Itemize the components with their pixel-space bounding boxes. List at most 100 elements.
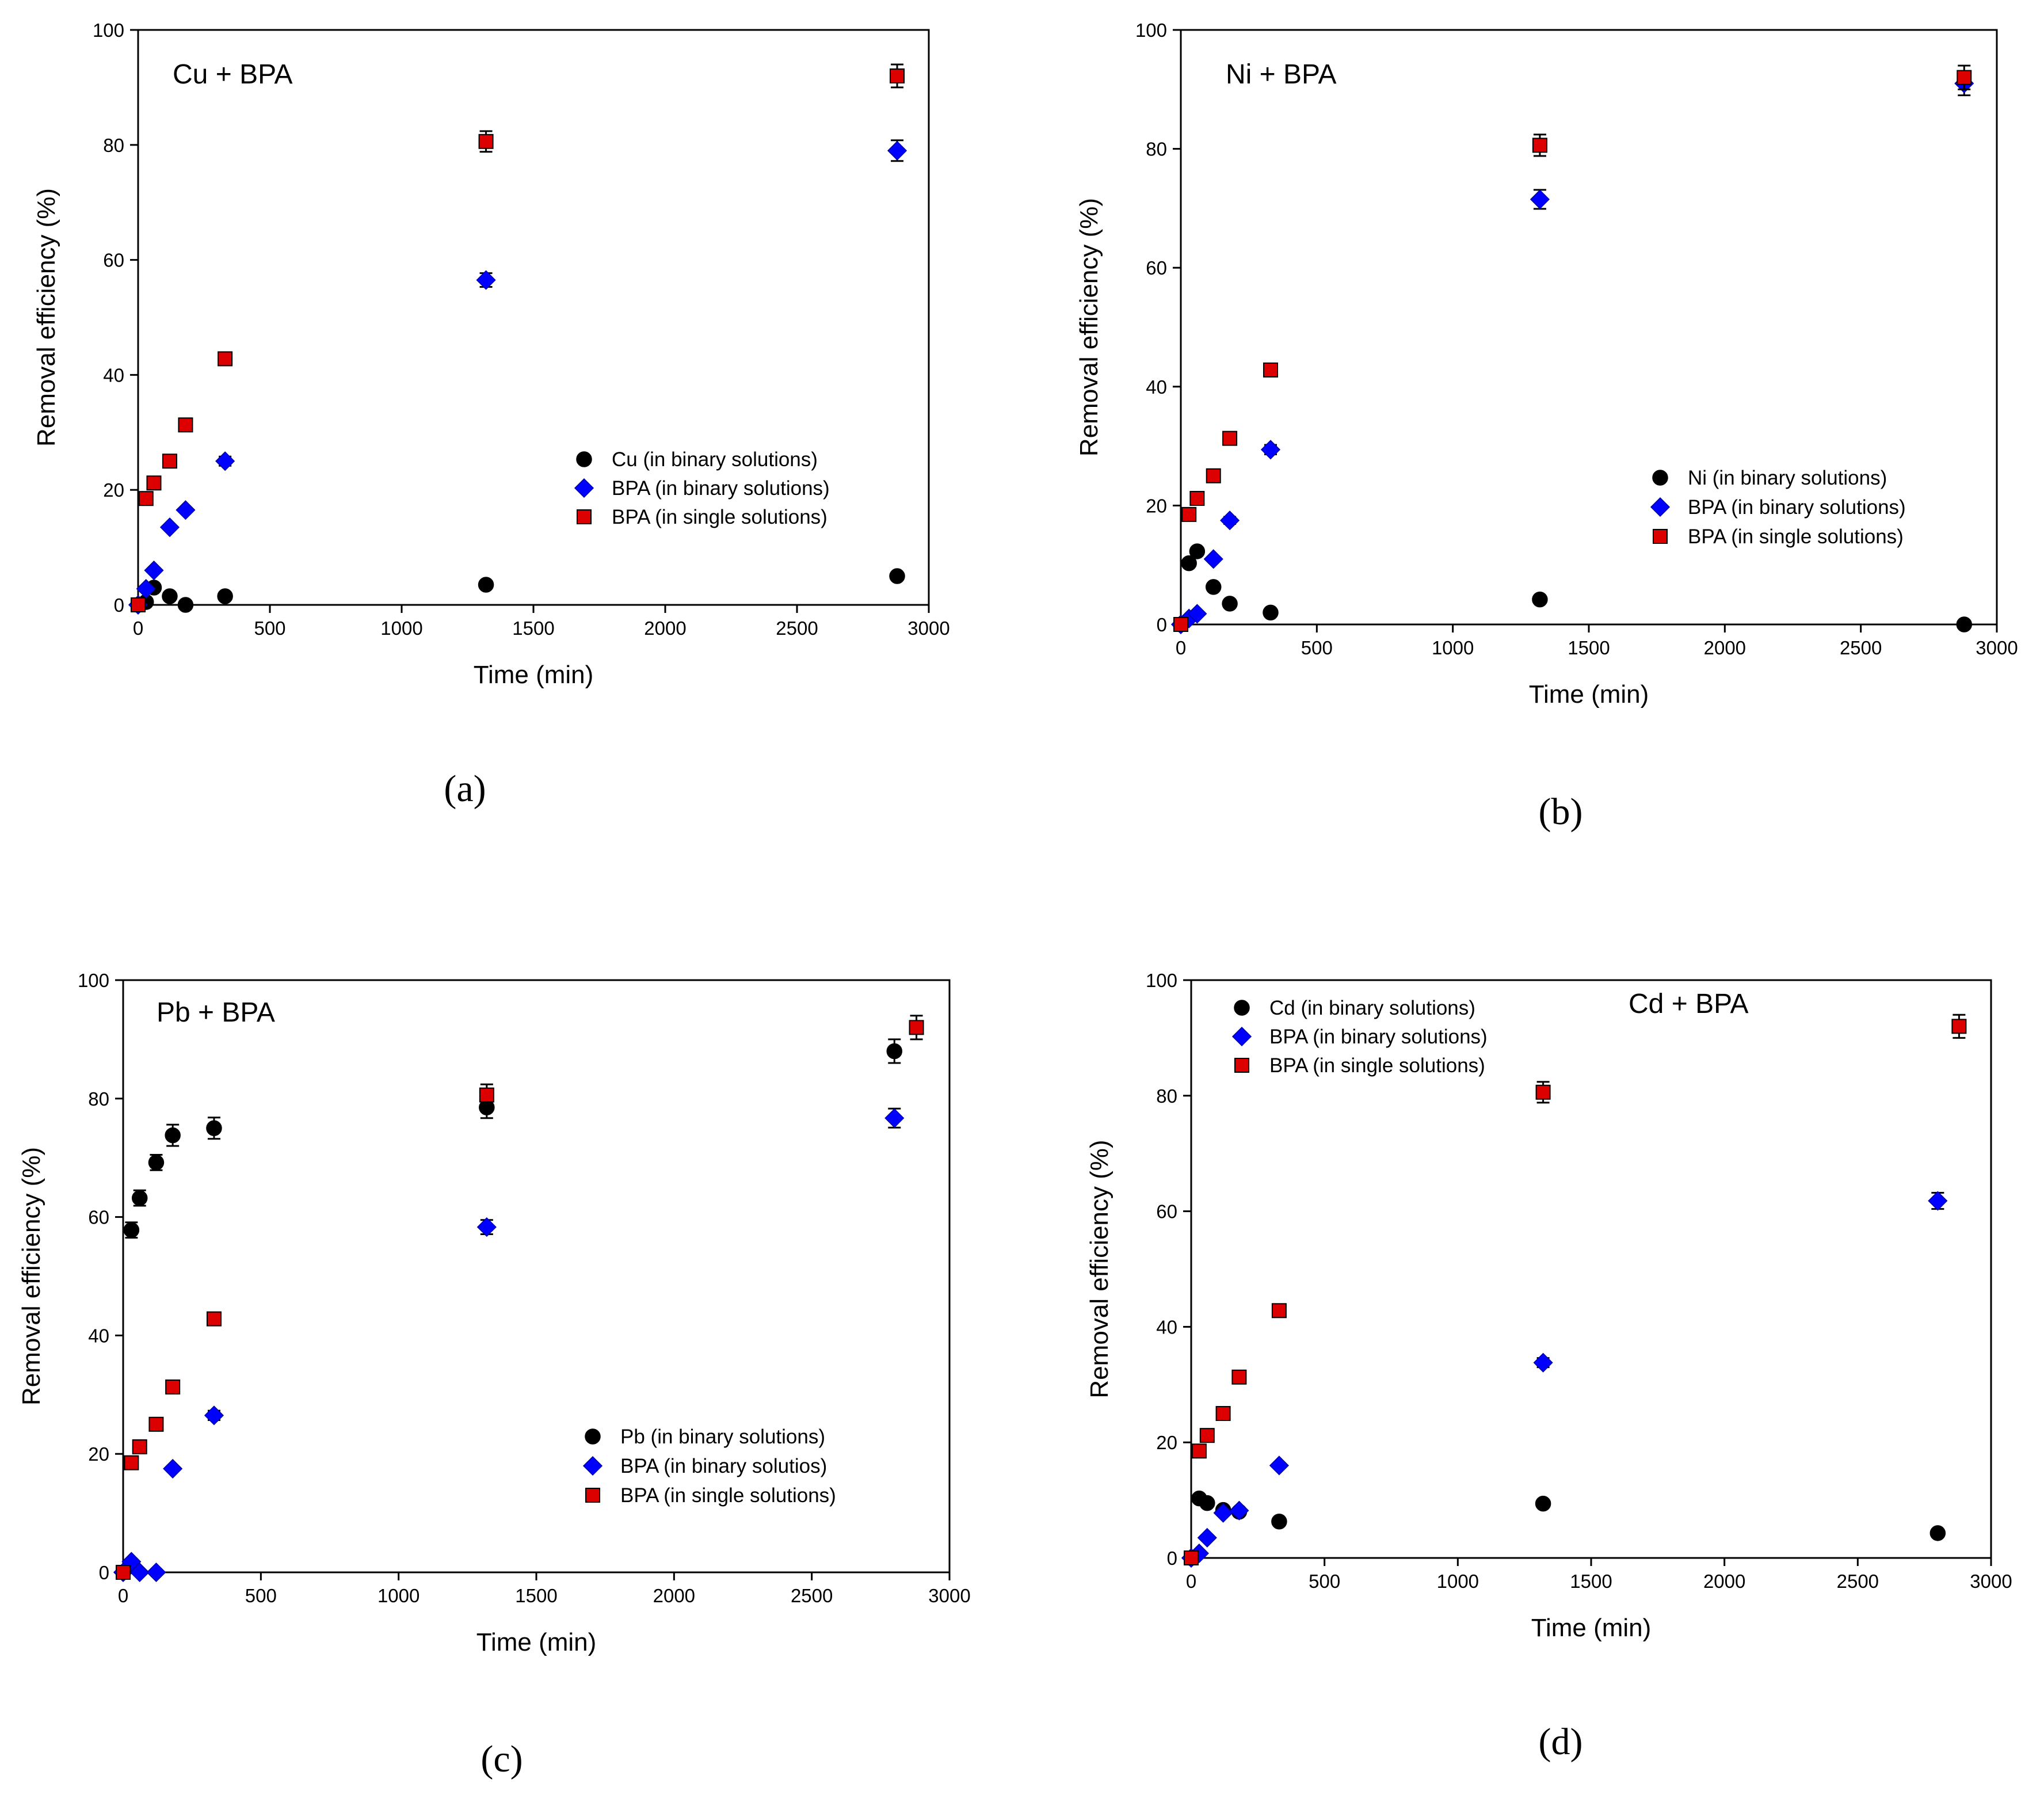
data-point-diamond — [146, 1562, 166, 1583]
data-point-square — [1191, 1443, 1207, 1459]
data-point-diamond — [476, 1217, 497, 1237]
x-tick-label: 3000 — [1976, 637, 2018, 658]
data-point-square — [1184, 1550, 1199, 1565]
x-tick-label: 1000 — [1432, 637, 1474, 658]
panel-label: (c) — [481, 1738, 523, 1780]
data-point-diamond — [1928, 1191, 1948, 1211]
data-point-square — [131, 597, 146, 612]
x-tick-label: 3000 — [928, 1585, 970, 1606]
chart-panel-0: 0 500 1000 1500 2000 2500 3000 0 20 40 60 80 100 Time… — [32, 20, 950, 810]
y-tick-label: 100 — [1146, 970, 1177, 991]
y-tick-label: 100 — [1135, 20, 1167, 41]
data-point-diamond — [1213, 1503, 1233, 1523]
data-point-circle — [889, 568, 905, 584]
data-point-diamond — [144, 560, 164, 581]
legend-marker-circle — [585, 1428, 601, 1445]
data-point-square — [1173, 617, 1188, 632]
data-point-diamond — [163, 1458, 183, 1479]
x-tick-label: 0 — [118, 1585, 128, 1606]
data-point-circle — [1181, 555, 1197, 571]
y-tick-label: 60 — [88, 1207, 109, 1228]
data-point-circle — [886, 1043, 903, 1060]
legend-marker-diamond — [582, 1456, 603, 1476]
legend-marker-diamond — [1231, 1026, 1252, 1047]
data-point-square — [890, 68, 905, 83]
y-axis-title: Removal efficiency (%) — [1075, 198, 1103, 456]
y-tick-label: 80 — [103, 135, 124, 156]
data-point-square — [162, 454, 177, 469]
data-point-circle — [1532, 591, 1548, 608]
x-axis-title: Time (min) — [1531, 1614, 1652, 1642]
x-tick-label: 0 — [1176, 637, 1186, 658]
data-point-diamond — [1220, 510, 1240, 531]
data-point-square — [1231, 1369, 1247, 1385]
data-point-square — [1222, 430, 1238, 446]
panel-title: Ni + BPA — [1226, 59, 1337, 90]
x-tick-label: 1000 — [380, 618, 422, 639]
x-tick-label: 0 — [1186, 1571, 1196, 1592]
data-point-diamond — [1530, 189, 1550, 209]
data-point-diamond — [1187, 604, 1207, 624]
y-tick-label: 20 — [103, 479, 124, 501]
y-tick-label: 80 — [1156, 1085, 1177, 1107]
legend-label: BPA (in single solutions) — [612, 506, 827, 528]
chart-panel-3: 0 500 1000 1500 2000 2500 3000 0 20 40 60 80 100 Time… — [1085, 970, 2012, 1763]
panel-title: Cu + BPA — [173, 59, 293, 90]
chart-panel-2: 0 500 1000 1500 2000 2500 3000 0 20 40 60 80 100 Time… — [17, 970, 971, 1780]
series-diamond — [128, 139, 907, 615]
panel-label: (a) — [444, 768, 486, 810]
x-tick-label: 2000 — [653, 1585, 695, 1606]
data-point-square — [124, 1455, 139, 1470]
data-point-diamond — [887, 140, 907, 161]
data-point-square — [116, 1565, 131, 1580]
data-point-square — [1181, 506, 1197, 522]
panel-label: (d) — [1539, 1721, 1583, 1763]
x-axis-title: Time (min) — [476, 1628, 597, 1656]
x-tick-label: 2000 — [1704, 637, 1746, 658]
x-tick-label: 3000 — [1970, 1571, 2012, 1592]
legend-label: BPA (in single solutions) — [620, 1484, 836, 1507]
x-tick-label: 1000 — [377, 1585, 420, 1606]
x-tick-label: 2000 — [644, 618, 686, 639]
data-point-diamond — [215, 451, 235, 471]
data-point-square — [132, 1439, 147, 1454]
data-point-diamond — [1533, 1352, 1553, 1373]
chart-panel-1: 0 500 1000 1500 2000 2500 3000 0 20 40 60 80 100 Time… — [1075, 20, 2018, 833]
legend: Pb (in binary solutions) BPA (in binary s… — [582, 1426, 836, 1507]
plot-frame — [122, 979, 951, 1573]
legend-marker-square — [585, 1488, 600, 1503]
y-tick-label: 60 — [1146, 257, 1167, 279]
series-circle — [1183, 1490, 1946, 1566]
x-tick-label: 500 — [254, 618, 285, 639]
legend-label: BPA (in single solutions) — [1269, 1054, 1485, 1077]
data-point-circle — [165, 1127, 181, 1144]
data-point-diamond — [1229, 1500, 1249, 1521]
data-point-circle — [478, 577, 494, 593]
data-point-square — [218, 351, 233, 367]
data-point-square — [206, 1311, 222, 1327]
series-diamond — [1170, 70, 1974, 635]
y-axis-title: Removal efficiency (%) — [32, 188, 60, 447]
data-point-circle — [1199, 1495, 1215, 1511]
data-point-circle — [217, 588, 233, 604]
data-point-diamond — [1260, 440, 1281, 460]
panel-title: Cd + BPA — [1629, 989, 1749, 1019]
legend-marker-diamond — [574, 478, 594, 498]
legend-label: BPA (in single solutions) — [1688, 525, 1904, 548]
x-tick-label: 2500 — [1840, 637, 1882, 658]
data-point-square — [1206, 468, 1221, 483]
series-square — [1184, 1014, 1967, 1565]
data-point-circle — [1189, 543, 1206, 559]
y-tick-label: 80 — [88, 1088, 109, 1110]
data-point-circle — [162, 588, 178, 604]
data-point-diamond — [159, 517, 180, 538]
legend-label: Cu (in binary solutions) — [612, 448, 818, 471]
x-tick-label: 500 — [1301, 637, 1333, 658]
y-tick-label: 20 — [1156, 1432, 1177, 1453]
series-diamond — [1181, 1191, 1948, 1568]
y-axis-title: Removal efficiency (%) — [1085, 1140, 1113, 1398]
legend: Cd (in binary solutions) BPA (in binary s… — [1231, 997, 1488, 1077]
legend-label: BPA (in binary solutions) — [1688, 496, 1906, 519]
x-tick-label: 500 — [1309, 1571, 1340, 1592]
